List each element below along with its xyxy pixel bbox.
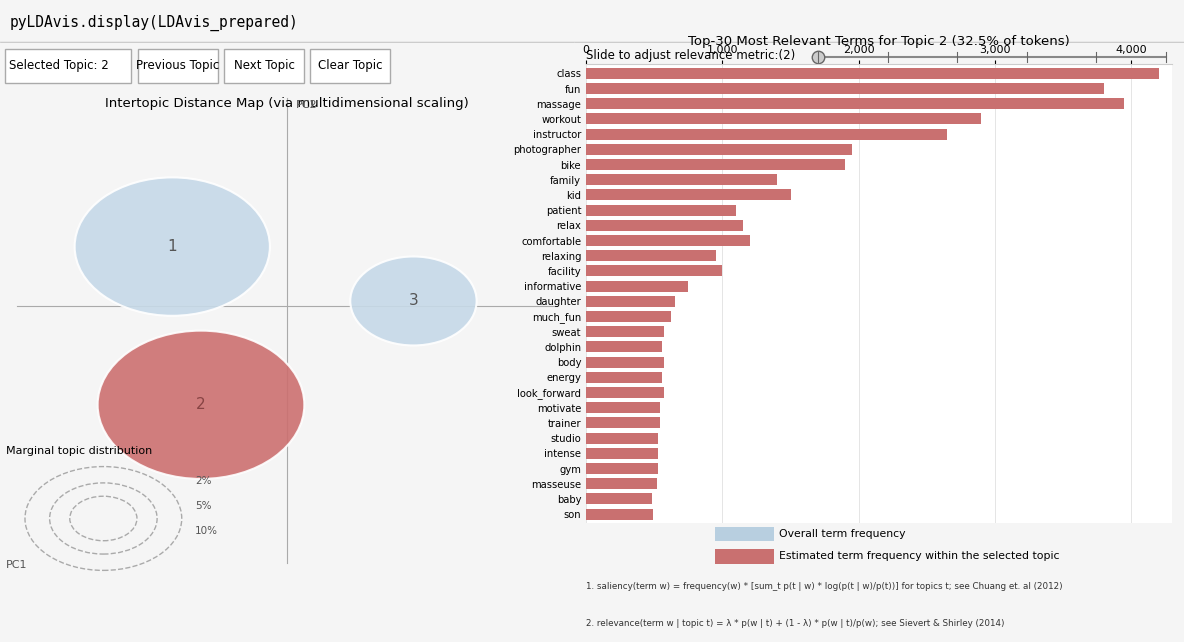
Bar [586,83,1103,94]
FancyBboxPatch shape [5,49,131,83]
Bar [586,250,715,261]
Bar [586,448,658,459]
Ellipse shape [350,256,477,345]
Bar [586,98,1125,109]
Text: Slide to adjust relevance metric:(2): Slide to adjust relevance metric:(2) [586,49,796,62]
Text: 2: 2 [197,397,206,412]
Bar [586,220,742,230]
Bar [586,114,982,125]
Text: 0.8: 0.8 [1088,73,1105,83]
Bar [586,311,670,322]
Text: Top-30 Most Relevant Terms for Topic 2 (32.5% of tokens): Top-30 Most Relevant Terms for Topic 2 (… [688,35,1070,48]
Text: 1: 1 [1163,73,1169,83]
Bar [586,265,722,277]
Bar [586,144,851,155]
Ellipse shape [97,331,304,479]
Bar [586,494,651,505]
Text: 2. relevance(term w | topic t) = λ * p(w | t) + (1 - λ) * p(w | t)/p(w); see Sie: 2. relevance(term w | topic t) = λ * p(w… [586,619,1004,628]
Text: Selected Topic: 2: Selected Topic: 2 [9,59,109,73]
Text: 0.2: 0.2 [880,73,896,83]
Bar [586,235,749,246]
Text: 0.0: 0.0 [810,73,826,83]
Text: 1. saliency(term w) = frequency(w) * [sum_t p(t | w) * log(p(t | w)/p(t))] for t: 1. saliency(term w) = frequency(w) * [su… [586,582,1063,591]
Text: 0.4: 0.4 [948,73,965,83]
Bar [586,281,688,291]
Bar [715,526,773,541]
Bar [586,372,662,383]
Text: 10%: 10% [195,526,218,536]
Bar [586,387,664,398]
Ellipse shape [75,177,270,316]
Text: pyLDAvis.display(LDAvis_prepared): pyLDAvis.display(LDAvis_prepared) [9,15,298,31]
FancyBboxPatch shape [224,49,304,83]
Bar [586,205,736,216]
Bar [586,159,845,170]
Text: 2%: 2% [195,476,212,487]
FancyBboxPatch shape [310,49,391,83]
Bar [586,342,662,352]
Text: PC1: PC1 [6,560,27,570]
Bar [586,326,664,337]
Bar [586,357,664,368]
Text: λ = 0: λ = 0 [617,71,649,84]
Text: PC2: PC2 [296,100,317,110]
Text: 3: 3 [408,293,418,308]
Text: Next Topic: Next Topic [233,59,295,73]
Bar [586,68,1158,79]
Bar [586,128,947,139]
Bar [586,174,777,185]
Text: Clear Topic: Clear Topic [318,59,382,73]
Bar [586,403,659,413]
Text: Intertopic Distance Map (via multidimensional scaling): Intertopic Distance Map (via multidimens… [105,97,469,110]
Text: Estimated term frequency within the selected topic: Estimated term frequency within the sele… [779,551,1060,561]
Bar [586,463,658,474]
Bar [586,296,675,307]
Bar [586,417,659,428]
Bar [586,433,658,444]
FancyBboxPatch shape [137,49,218,83]
Bar [586,189,791,200]
Bar [586,478,657,489]
Text: 0.6: 0.6 [1018,73,1035,83]
Bar [586,508,652,519]
Text: Previous Topic: Previous Topic [136,59,220,73]
Text: Overall term frequency: Overall term frequency [779,529,906,539]
Text: 1: 1 [167,239,178,254]
Text: 5%: 5% [195,501,212,511]
Bar [715,549,773,564]
Text: Marginal topic distribution: Marginal topic distribution [6,446,152,456]
